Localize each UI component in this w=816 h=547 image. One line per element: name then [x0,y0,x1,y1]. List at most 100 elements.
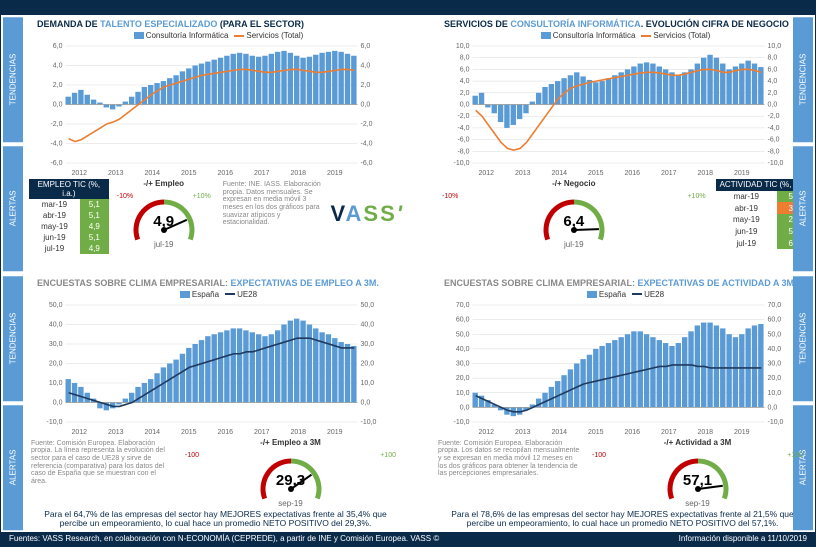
chart4: -10,0-10,00,00,010,010,020,020,030,030,0… [444,301,793,436]
row-bottom: TENDENCIAS ALERTAS ENCUESTAS SOBRE CLIMA … [1,274,815,533]
svg-text:0,0: 0,0 [460,102,470,109]
svg-text:6,0: 6,0 [768,66,778,73]
svg-text:30,0: 30,0 [361,341,375,348]
svg-text:4,0: 4,0 [361,63,371,70]
table-empleo: EMPLEO TIC (%, i.a.)mar-195,1abr-195,1ma… [29,179,109,254]
svg-text:2017: 2017 [661,429,677,436]
svg-text:30,0: 30,0 [768,360,782,367]
svg-text:-4,0: -4,0 [768,125,780,132]
svg-text:10,0: 10,0 [768,43,782,50]
sidelabel-tendencias-br: TENDENCIAS [793,276,813,401]
svg-text:10,0: 10,0 [361,380,375,387]
svg-text:2013: 2013 [108,170,124,177]
topbar [1,1,815,15]
svg-text:-10,0: -10,0 [768,160,784,167]
svg-text:60,0: 60,0 [768,316,782,323]
svg-text:6,0: 6,0 [460,66,470,73]
chart1: -6,0-6,0-4,0-4,0-2,0-2,00,00,02,02,04,04… [37,42,386,177]
svg-text:2016: 2016 [218,429,234,436]
svg-text:2016: 2016 [625,429,641,436]
sidelabel-alertas-bl: ALERTAS [3,405,23,530]
panel-bot-right: TENDENCIASALERTAS ENCUESTAS SOBRE CLIMA … [408,274,815,533]
svg-text:2019: 2019 [734,429,750,436]
svg-text:0,0: 0,0 [361,399,371,406]
svg-text:70,0: 70,0 [456,302,470,309]
svg-text:2016: 2016 [625,170,641,177]
svg-text:50,0: 50,0 [361,302,375,309]
note-top: Fuente: INE. IASS. Elaboración propia. D… [219,179,331,254]
chart1-title: DEMANDA DE TALENTO ESPECIALIZADO (PARA E… [37,19,404,29]
gauge-actividad3m: -/+ Actividad a 3M-100+10057,1sep-19 [584,438,811,508]
svg-text:-6,0: -6,0 [50,160,62,167]
svg-text:2012: 2012 [72,429,88,436]
svg-text:0,0: 0,0 [768,102,778,109]
svg-text:40,0: 40,0 [456,345,470,352]
svg-text:0,0: 0,0 [361,102,371,109]
logo: VASS' [330,179,404,249]
svg-text:2017: 2017 [254,429,270,436]
sidelabel-tendencias-r: TENDENCIAS [793,17,813,142]
svg-text:2017: 2017 [254,170,270,177]
svg-text:20,0: 20,0 [361,360,375,367]
svg-text:60,0: 60,0 [456,316,470,323]
svg-text:6,0: 6,0 [53,43,63,50]
svg-text:2014: 2014 [552,429,568,436]
svg-text:70,0: 70,0 [768,302,782,309]
svg-text:4,0: 4,0 [460,78,470,85]
svg-text:20,0: 20,0 [49,360,63,367]
svg-text:-6,0: -6,0 [768,137,780,144]
svg-text:2018: 2018 [698,429,714,436]
svg-text:8,0: 8,0 [768,55,778,62]
chart1-legend: Consultoría InformáticaServicios (Total) [27,31,404,40]
panel-bot-left: TENDENCIAS ALERTAS ENCUESTAS SOBRE CLIMA … [1,274,408,533]
footer-left: Fuentes: VASS Research, en colaboración … [9,532,439,546]
svg-text:0,0: 0,0 [768,404,778,411]
chart4-legend: EspañaUE28 [434,290,811,299]
svg-text:20,0: 20,0 [456,375,470,382]
svg-text:10,0: 10,0 [456,389,470,396]
chart2: -10,0-10,0-8,0-8,0-6,0-6,0-4,0-4,0-2,0-2… [444,42,793,177]
svg-text:2012: 2012 [72,170,88,177]
svg-text:-6,0: -6,0 [457,137,469,144]
svg-text:2018: 2018 [291,170,307,177]
svg-text:6,0: 6,0 [361,43,371,50]
sidelabel-alertas: ALERTAS [3,146,23,271]
chart3: -10,0-10,00,00,010,010,020,020,030,030,0… [37,301,386,436]
svg-text:50,0: 50,0 [456,331,470,338]
svg-text:-10,0: -10,0 [768,419,784,426]
chart3-title: ENCUESTAS SOBRE CLIMA EMPRESARIAL: EXPEC… [37,278,404,288]
svg-text:2015: 2015 [181,170,197,177]
svg-text:-10,0: -10,0 [454,419,470,426]
svg-text:30,0: 30,0 [456,360,470,367]
gauge-empleo3m: -/+ Empleo a 3M-100+10029,3sep-19 [177,438,404,508]
chart2-legend: Consultoría InformáticaServicios (Total) [434,31,811,40]
svg-text:-4,0: -4,0 [361,141,373,148]
svg-text:2018: 2018 [291,429,307,436]
panel-top-left: TENDENCIASALERTAS DEMANDA DE TALENTO ESP… [1,15,408,274]
svg-text:-6,0: -6,0 [361,160,373,167]
summary-right: Para el 78,6% de las empresas del sector… [434,508,811,532]
svg-text:-8,0: -8,0 [457,148,469,155]
svg-text:0,0: 0,0 [53,399,63,406]
chart2-title: SERVICIOS DE CONSULTORÍA INFORMÁTICA. EV… [444,19,811,29]
sidelabel-alertas-r: ALERTAS [793,146,813,271]
svg-text:2018: 2018 [698,170,714,177]
summary-left: Para el 64,7% de las empresas del sector… [27,508,404,532]
sidelabel-tendencias-bl: TENDENCIAS [3,276,23,401]
svg-text:2015: 2015 [588,429,604,436]
svg-text:2015: 2015 [181,429,197,436]
svg-text:-10,0: -10,0 [47,419,63,426]
svg-text:2014: 2014 [552,170,568,177]
svg-text:2013: 2013 [515,170,531,177]
svg-text:2012: 2012 [479,170,495,177]
chart4-title: ENCUESTAS SOBRE CLIMA EMPRESARIAL: EXPEC… [444,278,811,288]
svg-text:2017: 2017 [661,170,677,177]
svg-text:-4,0: -4,0 [50,141,62,148]
svg-text:2016: 2016 [218,170,234,177]
svg-text:10,0: 10,0 [49,380,63,387]
svg-text:10,0: 10,0 [456,43,470,50]
svg-text:0,0: 0,0 [460,404,470,411]
svg-text:50,0: 50,0 [768,331,782,338]
svg-text:10,0: 10,0 [768,389,782,396]
svg-text:40,0: 40,0 [49,321,63,328]
